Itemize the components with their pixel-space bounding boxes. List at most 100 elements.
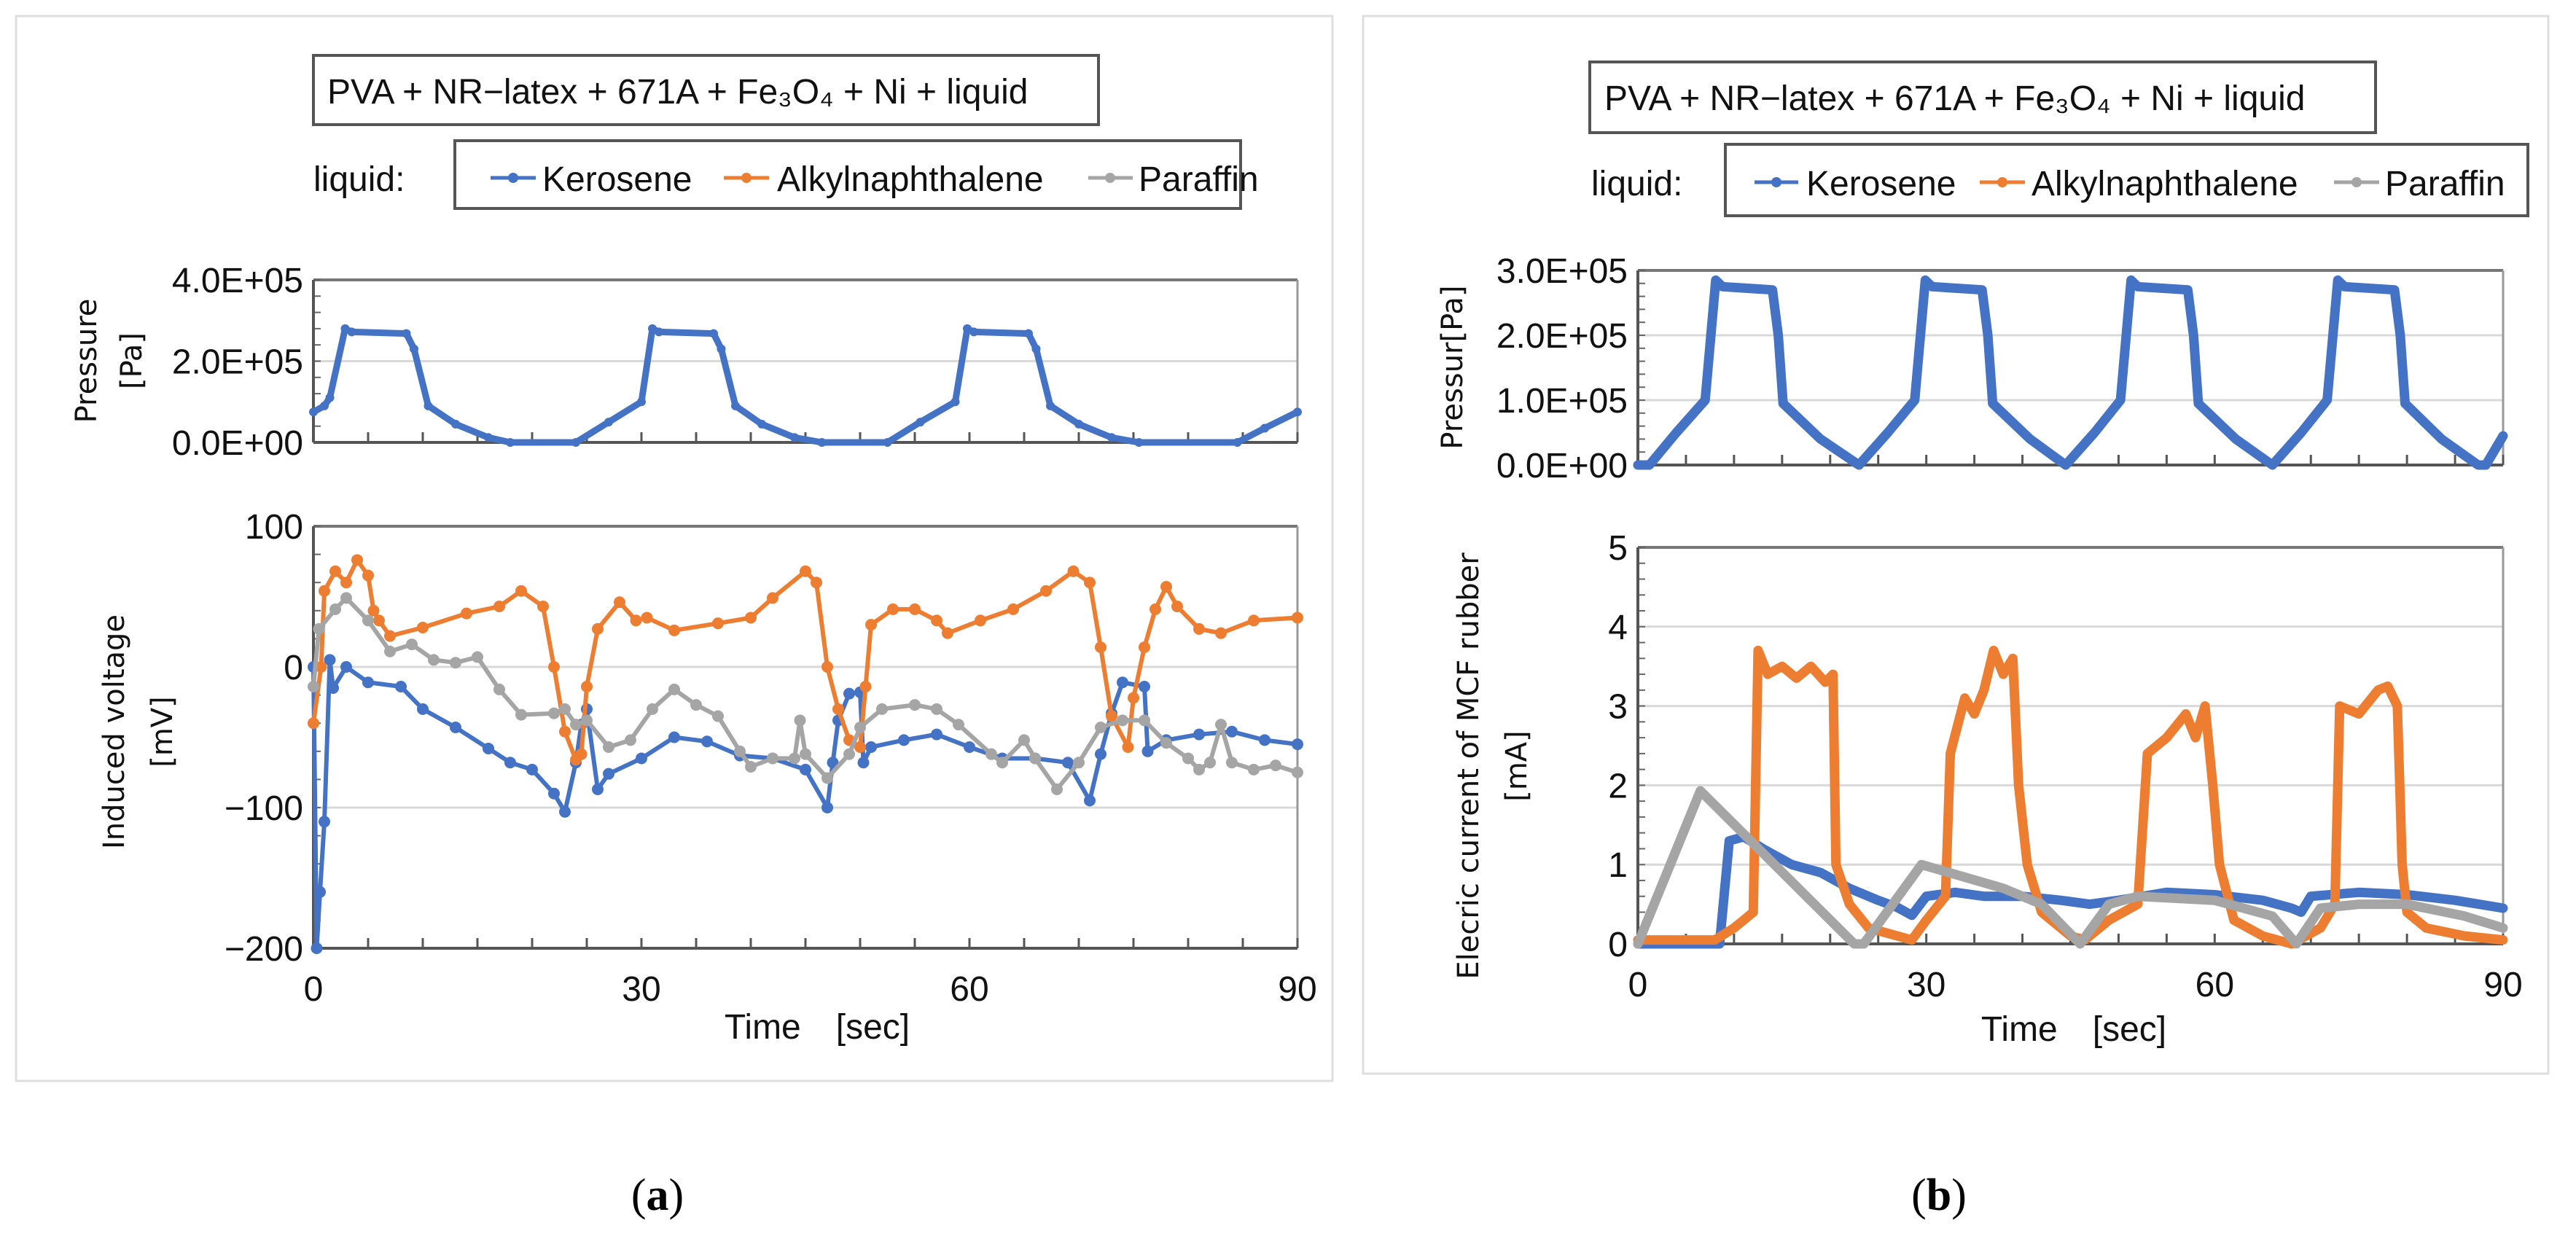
data-point-kerosene [1259, 734, 1271, 746]
data-point-paraffin [1204, 757, 1216, 769]
series-line-alkylnaphthalene [1633, 645, 2508, 949]
plot-area [313, 526, 1297, 948]
data-point-alkylnaphthalene [811, 577, 822, 589]
data-point-alkylnaphthalene [384, 630, 396, 642]
data-point-paraffin [953, 719, 964, 731]
data-point-kerosene [362, 676, 374, 689]
legend-paraffin-label: Paraffin [1139, 160, 1259, 199]
data-point-alkylnaphthalene [329, 565, 341, 577]
data-point-alkylnaphthalene [1248, 614, 1260, 627]
data-point-alkylnaphthalene [319, 585, 330, 597]
data-point-kerosene [827, 757, 839, 769]
x-tick-label: 0 [304, 970, 324, 1009]
series-line-kerosene [1633, 275, 2508, 470]
data-point-kerosene [1233, 438, 1242, 447]
data-point-kerosene [964, 741, 975, 754]
legend-alkylnaphthalene-label: Alkylnaphthalene [2031, 165, 2298, 203]
data-point-paraffin [909, 699, 921, 711]
data-point-kerosene [1292, 738, 1303, 751]
data-point-paraffin [1095, 721, 1106, 733]
data-point-paraffin [603, 741, 614, 754]
panel-a-title: PVA + NR−latex + 671A + Fe₃O₄ + Ni + liq… [327, 73, 1028, 112]
data-point-alkylnaphthalene [800, 565, 811, 577]
y-tick-label: −200 [225, 930, 303, 969]
data-point-alkylnaphthalene [712, 617, 724, 630]
data-point-kerosene [410, 344, 418, 354]
data-point-paraffin [1182, 752, 1194, 765]
y-tick-label: 0.0E+00 [1496, 447, 1628, 485]
data-point-paraffin [931, 703, 942, 715]
data-point-kerosene [951, 397, 960, 407]
data-point-paraffin [690, 699, 702, 711]
data-point-kerosene [592, 783, 604, 795]
data-point-alkylnaphthalene [1084, 577, 1096, 589]
panel-b-title-box [1588, 60, 2377, 134]
data-point-alkylnaphthalene [832, 703, 844, 715]
b-current-ylabel-line1: Elecric current of MCF rubber [1452, 552, 1486, 980]
data-point-paraffin [625, 734, 636, 746]
data-point-kerosene [701, 735, 713, 748]
x-tick-label: 60 [2196, 966, 2234, 1004]
panel-b-label: (b) [1911, 1171, 1967, 1220]
data-point-paraffin [1139, 714, 1150, 727]
data-point-paraffin [854, 721, 866, 733]
data-point-alkylnaphthalene [859, 681, 872, 693]
data-point-kerosene [1046, 401, 1055, 410]
data-point-kerosene [1024, 329, 1033, 338]
data-point-kerosene [1074, 419, 1083, 429]
data-point-alkylnaphthalene [1095, 641, 1106, 653]
data-point-kerosene [1095, 748, 1106, 760]
data-point-alkylnaphthalene [1040, 585, 1052, 597]
data-point-kerosene [309, 407, 318, 417]
a-voltage-ylabel-line2: [mV] [146, 696, 179, 768]
data-point-alkylnaphthalene [581, 681, 593, 693]
data-point-alkylnaphthalene [641, 612, 653, 624]
data-point-paraffin [559, 703, 571, 715]
data-point-alkylnaphthalene [1215, 627, 1227, 639]
data-point-alkylnaphthalene [745, 612, 757, 624]
data-point-alkylnaphthalene [668, 624, 680, 636]
data-point-alkylnaphthalene [308, 717, 319, 730]
data-point-alkylnaphthalene [1007, 603, 1019, 615]
data-point-paraffin [745, 761, 757, 773]
legend-kerosene-label: Kerosene [1806, 165, 1956, 203]
data-point-kerosene [821, 802, 833, 813]
a-pressure-ylabel-line2: [Pa] [115, 332, 149, 389]
data-point-alkylnaphthalene [1139, 641, 1150, 653]
data-point-paraffin [515, 708, 527, 721]
data-point-paraffin [362, 614, 374, 627]
data-point-paraffin [843, 748, 855, 760]
y-tick-label: 5 [1608, 529, 1628, 568]
data-point-kerosene [857, 757, 870, 769]
data-point-alkylnaphthalene [630, 614, 642, 627]
legend-kerosene-marker [1771, 177, 1781, 187]
data-point-alkylnaphthalene [1171, 601, 1183, 613]
a-xlabel: Time [sec] [725, 1008, 910, 1047]
data-point-alkylnaphthalene [1128, 692, 1139, 704]
data-point-alkylnaphthalene [767, 592, 778, 604]
data-point-kerosene [790, 433, 799, 442]
data-point-alkylnaphthalene [548, 661, 560, 673]
data-point-paraffin [313, 622, 325, 635]
data-point-paraffin [308, 681, 319, 693]
data-point-alkylnaphthalene [367, 604, 380, 617]
data-point-kerosene [757, 419, 766, 429]
y-tick-label: 0 [284, 649, 303, 687]
data-point-kerosene [559, 805, 571, 818]
data-point-kerosene [1031, 344, 1041, 354]
data-point-kerosene [1107, 433, 1116, 442]
data-point-kerosene [402, 329, 411, 338]
data-point-paraffin [1193, 763, 1205, 776]
data-point-kerosene [800, 763, 811, 776]
data-point-paraffin [1117, 714, 1128, 727]
b-current-chart: 0 1 2 3 4 5 0 30 60 90 [1608, 529, 2522, 1004]
panel-b-title: PVA + NR−latex + 671A + Fe₃O₄ + Ni + liq… [1604, 79, 2305, 118]
data-point-kerosene [604, 418, 613, 427]
y-tick-label: 3 [1608, 688, 1628, 727]
data-point-paraffin [384, 645, 396, 657]
data-point-alkylnaphthalene [975, 614, 986, 627]
data-point-alkylnaphthalene [537, 601, 549, 613]
data-point-kerosene [319, 816, 330, 828]
legend-alkylnaphthalene-marker [1997, 177, 2007, 187]
data-point-paraffin [493, 683, 505, 695]
